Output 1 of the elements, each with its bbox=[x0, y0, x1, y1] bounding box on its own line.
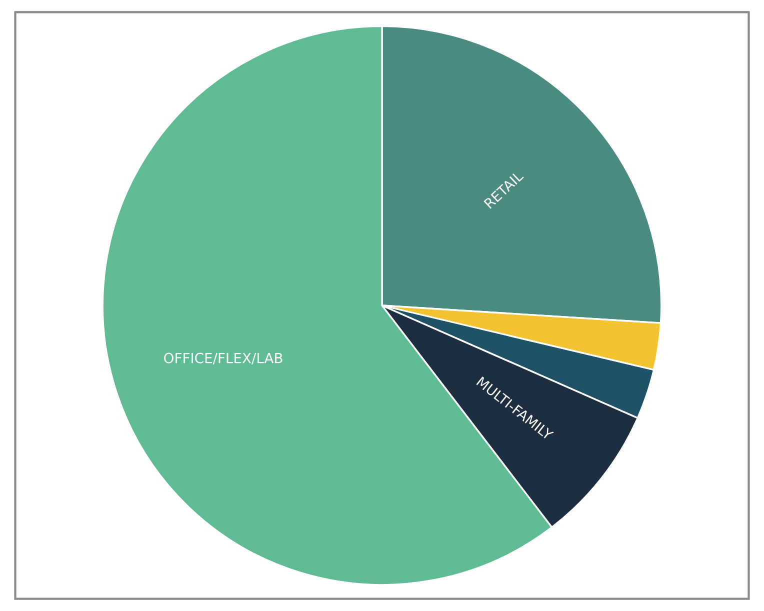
slice-label: OFFICE/FLEX/LAB bbox=[164, 352, 282, 364]
